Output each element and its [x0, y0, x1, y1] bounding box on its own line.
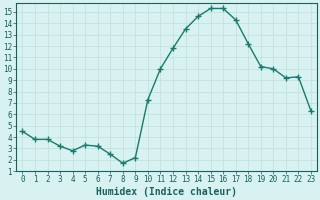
X-axis label: Humidex (Indice chaleur): Humidex (Indice chaleur)	[96, 187, 237, 197]
